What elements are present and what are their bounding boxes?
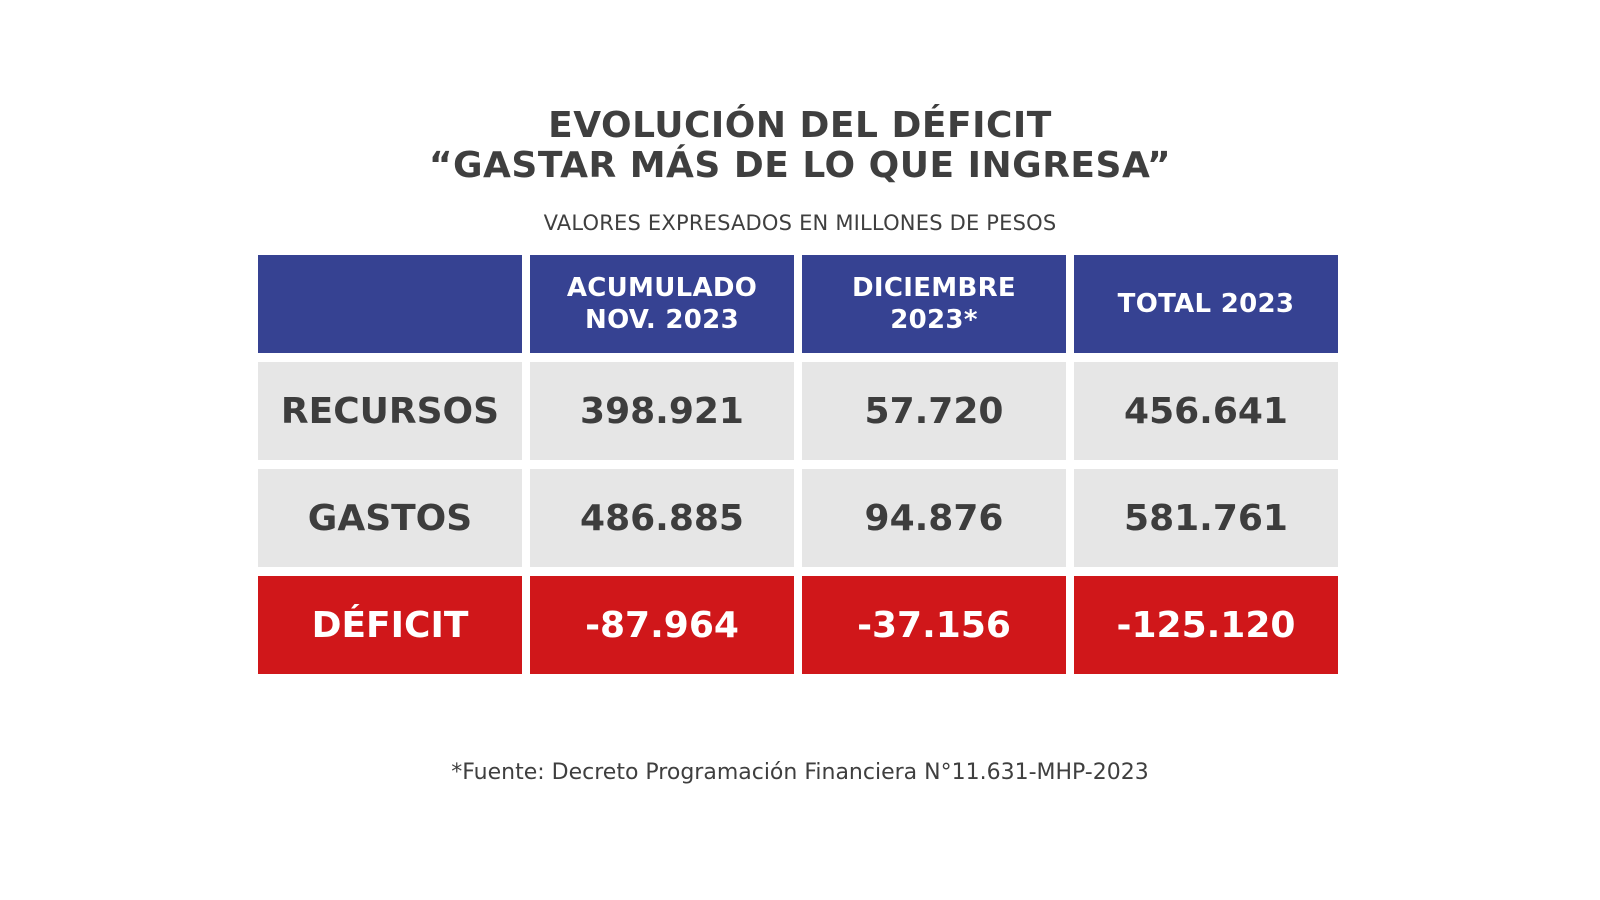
header-acumulado-line1: ACUMULADO — [566, 273, 758, 303]
row-label-gastos: GASTOS — [258, 469, 522, 567]
header-diciembre: DICIEMBRE 2023* — [802, 255, 1066, 353]
deficit-acumulado-value: -87.964 — [530, 576, 794, 674]
deficit-diciembre-value: -37.156 — [802, 576, 1066, 674]
header-diciembre-line1: DICIEMBRE — [852, 273, 1016, 303]
gastos-total-value: 581.761 — [1074, 469, 1338, 567]
row-label-deficit: DÉFICIT — [258, 576, 522, 674]
recursos-diciembre-value: 57.720 — [802, 362, 1066, 460]
chart-subtitle: VALORES EXPRESADOS EN MILLONES DE PESOS — [543, 211, 1057, 235]
header-corner-cell — [258, 255, 522, 353]
recursos-total-value: 456.641 — [1074, 362, 1338, 460]
row-label-recursos: RECURSOS — [258, 362, 522, 460]
header-diciembre-line2: 2023* — [890, 305, 978, 335]
header-acumulado: ACUMULADO NOV. 2023 — [530, 255, 794, 353]
header-total: TOTAL 2023 — [1074, 255, 1338, 353]
chart-title-line1: EVOLUCIÓN DEL DÉFICIT — [548, 105, 1052, 146]
gastos-diciembre-value: 94.876 — [802, 469, 1066, 567]
deficit-total-value: -125.120 — [1074, 576, 1338, 674]
chart-title-line2: “GASTAR MÁS DE LO QUE INGRESA” — [428, 145, 1172, 186]
header-acumulado-line2: NOV. 2023 — [585, 305, 739, 335]
recursos-acumulado-value: 398.921 — [530, 362, 794, 460]
source-footnote: *Fuente: Decreto Programación Financiera… — [451, 760, 1149, 785]
header-total-line1: TOTAL 2023 — [1117, 289, 1295, 319]
gastos-acumulado-value: 486.885 — [530, 469, 794, 567]
